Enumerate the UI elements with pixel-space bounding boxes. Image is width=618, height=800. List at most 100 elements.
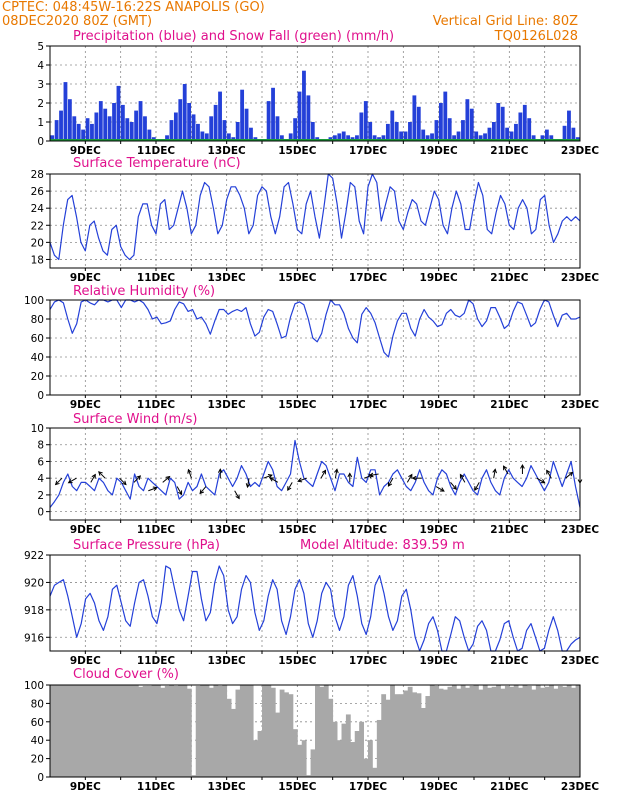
cloud-bar (257, 731, 263, 777)
panel-pressure: 916 918 920 922 9DEC 11DEC 13DEC 15DEC 17DEC 19DE… (24, 538, 599, 667)
cloud-bar (407, 686, 413, 777)
wind-arrow-shaft (176, 486, 183, 495)
wind-arrow-shaft (334, 469, 338, 479)
wind-arrow-shaft (459, 474, 466, 483)
cloud-bar (487, 687, 493, 777)
precip-bar (76, 123, 81, 141)
precip-bar (271, 87, 275, 141)
panel-precip: 0 1 2 3 4 5 9DEC 11DEC 13DEC 15DEC 17DEC 19DEC 21DEC… (37, 29, 599, 157)
wind-arrow-shaft (406, 474, 413, 483)
wind-arrow-shaft (187, 469, 192, 479)
precip-bar (226, 133, 231, 141)
wind-arrow-head (136, 475, 142, 480)
wind-arrow (546, 469, 552, 479)
y-tick-label: 60 (31, 333, 44, 345)
precip-bar (478, 135, 483, 141)
cloud-bar (156, 685, 161, 777)
cloud-bar (522, 685, 528, 777)
precip-bar (390, 110, 395, 141)
cloud-bar (447, 686, 453, 777)
x-tick-label: 13DEC (208, 272, 247, 284)
wind-arrow-head (540, 479, 546, 484)
precip-bar (332, 135, 337, 141)
cloud-bar (262, 685, 267, 777)
wind-arrow-head (452, 485, 457, 491)
pressure-line (49, 565, 581, 652)
wind-arrow (234, 490, 240, 500)
wind-arrow (217, 468, 223, 479)
y-tick-label: 20 (31, 754, 44, 766)
cloud-bar (195, 685, 201, 777)
cloud-bar (315, 685, 320, 777)
cloud-bar (513, 685, 519, 777)
cloud-bar (173, 685, 179, 777)
cloud-bar (474, 685, 479, 777)
wind-arrow-head (474, 486, 479, 492)
precip-bar (341, 131, 346, 141)
x-tick-label: 19DEC (420, 524, 459, 536)
cloud-bar (544, 686, 550, 777)
cloud-bar (429, 685, 435, 777)
precip-bar (59, 110, 63, 141)
precip-bar (461, 120, 465, 141)
precip-bar (363, 101, 368, 141)
precip-bar (94, 112, 99, 141)
cloud-bar (275, 712, 281, 777)
precip-bar (138, 101, 143, 141)
wind-arrow (90, 473, 96, 483)
precip-bar (218, 91, 222, 141)
precip-bar (491, 122, 496, 141)
cloud-bar (345, 714, 351, 777)
precip-bar (116, 85, 121, 141)
precip-bar (483, 133, 487, 141)
x-tick-label: 11DEC (137, 524, 176, 536)
wind-arrow (245, 478, 251, 489)
x-tick-label: 15DEC (278, 655, 317, 667)
wind-arrow-head (334, 468, 339, 474)
precip-bar (421, 129, 426, 141)
x-tick-label: 21DEC (490, 524, 529, 536)
precip-bar (416, 106, 421, 141)
precip-bar (394, 122, 399, 141)
x-tick-label: 9DEC (70, 399, 101, 411)
cloud-bar (571, 687, 576, 777)
wind-arrow (536, 477, 546, 484)
cloud-bar (500, 688, 506, 777)
panel-wind: 0 2 4 6 8 10 9DEC 11DEC 13DEC 15DEC 17DEC 19DEC 21DE… (31, 412, 600, 536)
x-tick-label: 23DEC (561, 524, 600, 536)
precip-bar (54, 120, 59, 141)
precip-bar (103, 108, 108, 141)
wind-arrow-shaft (297, 477, 307, 482)
panel-title: Relative Humidity (%) (73, 284, 215, 299)
cloud-bar (248, 685, 254, 777)
cloud-bar (509, 686, 515, 777)
wind-arrow-shaft (119, 477, 127, 485)
cloud-bar (284, 692, 289, 777)
precip-bar (200, 131, 205, 141)
panel-humidity: 0 20 40 60 80 100 9DEC 11DEC 13DEC 15DEC 17DEC 19DE… (24, 284, 599, 411)
precip-bar (399, 131, 404, 141)
precip-bar (385, 123, 390, 141)
y-tick-label: 20 (31, 237, 44, 249)
precip-bar (346, 135, 351, 141)
y-tick-label: 80 (31, 314, 44, 326)
panel-title: Precipitation (blue) and Snow Fall (gree… (73, 29, 394, 44)
cloud-bar (160, 687, 166, 777)
cloud-bar (279, 689, 285, 777)
wind-arrow (269, 477, 279, 483)
precip-bar (143, 116, 147, 141)
cloud-bar (107, 685, 113, 777)
precip-bar (279, 135, 284, 141)
cloud-bar (138, 686, 144, 777)
precip-bar (288, 133, 293, 141)
cloud-bar (63, 685, 69, 777)
x-tick-label: 21DEC (490, 781, 529, 793)
wind-arrow-head (408, 473, 413, 479)
precip-bar (275, 116, 280, 141)
precip-bar (134, 110, 139, 141)
cloud-bar (319, 686, 325, 777)
precip-bar (173, 112, 178, 141)
cloud-bar (527, 685, 532, 777)
wind-arrow (119, 477, 127, 486)
